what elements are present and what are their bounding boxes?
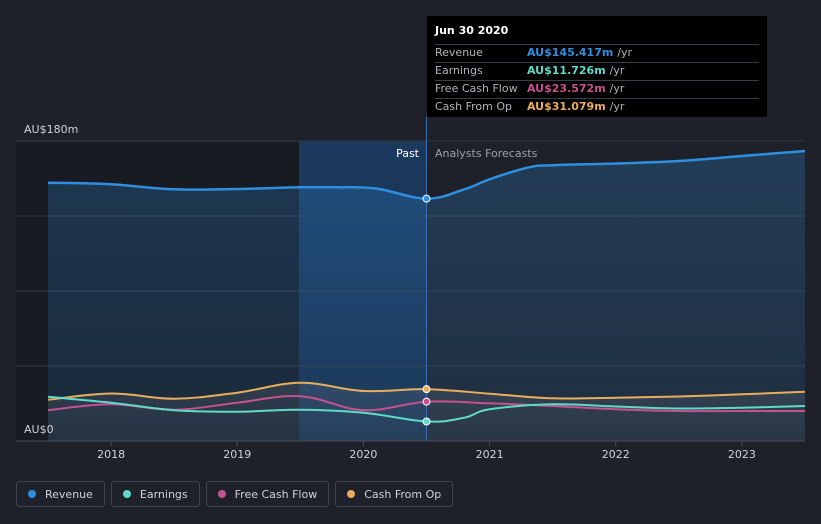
tooltip-value: AU$11.726m: [527, 64, 606, 77]
tooltip-label: Earnings: [435, 64, 483, 77]
tooltip-label: Free Cash Flow: [435, 82, 518, 95]
x-tick-label: 2022: [602, 448, 630, 461]
x-tick-label: 2021: [476, 448, 504, 461]
revenue-marker: [422, 194, 431, 203]
tooltip-unit: /yr: [609, 64, 625, 77]
hover-markers: [422, 194, 431, 426]
x-tick-label: 2019: [223, 448, 251, 461]
forecast-label: Analysts Forecasts: [435, 147, 538, 160]
tooltip-row-cash-from-op: Cash From Op AU$31.079m /yr: [435, 98, 759, 116]
legend-item-earnings[interactable]: Earnings: [110, 481, 200, 507]
revenue-dot-icon: [28, 490, 36, 498]
x-axis-ticks: 2018 2019 2020 2021 2022 2023: [97, 441, 756, 461]
legend-item-revenue[interactable]: Revenue: [16, 481, 105, 507]
revenue-line: [47, 149, 806, 200]
tooltip-row-free-cash-flow: Free Cash Flow AU$23.572m /yr: [435, 80, 759, 98]
x-tick-label: 2018: [97, 448, 125, 461]
legend-item-free-cash-flow[interactable]: Free Cash Flow: [205, 481, 330, 507]
cash-from-op-dot-icon: [347, 490, 356, 498]
cash-from-op-marker: [422, 385, 431, 394]
tooltip-date: Jun 30 2020: [435, 24, 509, 37]
legend-item-cash-from-op[interactable]: Cash From Op: [335, 481, 454, 507]
y-label-top: AU$180m: [24, 123, 78, 136]
legend: Revenue Earnings Free Cash Flow Cash Fro…: [16, 481, 454, 507]
tooltip-unit: /yr: [617, 46, 633, 59]
tooltip-value: AU$23.572m: [527, 82, 606, 95]
free-cash-flow-dot-icon: [217, 490, 226, 498]
free-cash-flow-marker: [422, 397, 431, 406]
tooltip-row-earnings: Earnings AU$11.726m /yr: [435, 62, 759, 80]
y-label-bottom: AU$0: [24, 423, 54, 436]
legend-label: Free Cash Flow: [234, 487, 318, 501]
tooltip-unit: /yr: [609, 82, 625, 95]
past-label: Past: [396, 147, 420, 160]
earnings-line: [47, 395, 806, 423]
earnings-marker: [422, 417, 431, 426]
tooltip-label: Revenue: [435, 46, 483, 59]
earnings-dot-icon: [122, 490, 131, 498]
tooltip-unit: /yr: [609, 100, 625, 113]
legend-label: Earnings: [139, 487, 188, 501]
tooltip-row-revenue: Revenue AU$145.417m /yr: [435, 44, 759, 62]
legend-label: Cash From Op: [364, 487, 442, 501]
x-tick-label: 2020: [349, 448, 377, 461]
tooltip-value: AU$31.079m: [527, 100, 606, 113]
tooltip: Jun 30 2020 Revenue AU$145.417m /yr Earn…: [427, 16, 767, 117]
tooltip-label: Cash From Op: [435, 100, 513, 113]
x-tick-label: 2023: [728, 448, 756, 461]
tooltip-value: AU$145.417m: [527, 46, 614, 59]
legend-label: Revenue: [45, 487, 93, 501]
